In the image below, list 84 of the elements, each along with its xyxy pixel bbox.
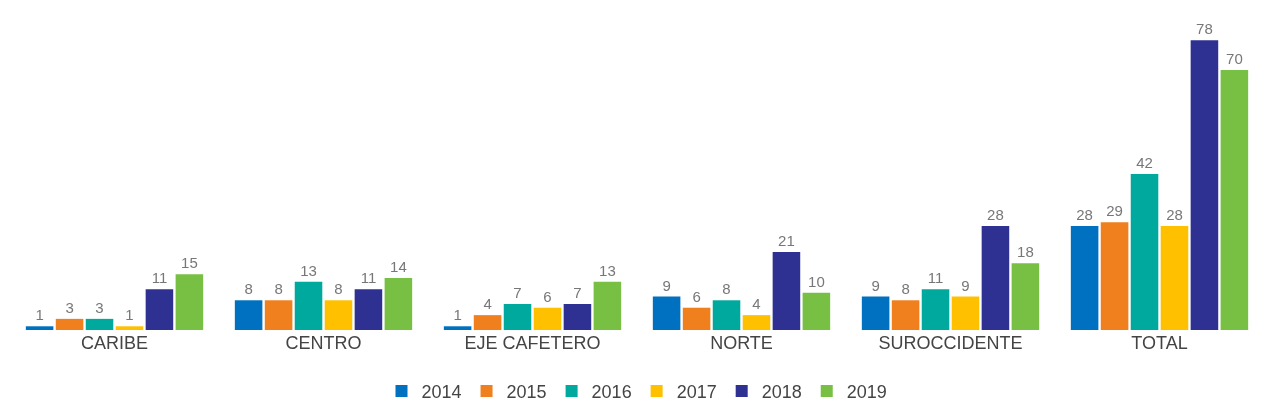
bar xyxy=(891,300,920,330)
data-label: 9 xyxy=(871,276,880,294)
bar xyxy=(981,225,1010,330)
bar xyxy=(145,289,174,330)
data-label: 10 xyxy=(808,272,825,290)
bar xyxy=(354,289,383,330)
bar xyxy=(682,307,711,330)
legend-label: 2016 xyxy=(591,381,632,402)
data-label: 6 xyxy=(692,287,701,305)
data-label: 3 xyxy=(65,298,74,316)
bar xyxy=(234,300,263,330)
bar xyxy=(921,289,950,330)
bar xyxy=(473,315,502,330)
bar xyxy=(264,300,293,330)
bar xyxy=(652,296,681,330)
data-label: 9 xyxy=(961,276,970,294)
bar xyxy=(533,307,562,330)
data-label: 42 xyxy=(1136,153,1153,171)
data-label: 1 xyxy=(35,306,44,324)
bar xyxy=(503,304,532,330)
bar xyxy=(1130,173,1159,330)
x-tick-label: EJE CAFETERO xyxy=(464,333,601,353)
data-label: 28 xyxy=(987,205,1004,223)
data-label: 7 xyxy=(573,284,582,301)
data-label: 11 xyxy=(927,269,944,287)
bar xyxy=(861,296,890,330)
data-label: 21 xyxy=(778,231,795,249)
bar xyxy=(802,292,831,330)
data-label: 28 xyxy=(1076,205,1093,223)
data-label: 13 xyxy=(300,261,317,279)
bar xyxy=(1100,222,1129,330)
legend-label: 2015 xyxy=(506,381,547,402)
bar xyxy=(294,281,323,330)
x-tick-label: CENTRO xyxy=(285,333,362,353)
bar xyxy=(1070,225,1099,330)
data-label: 7 xyxy=(513,284,522,301)
bar xyxy=(85,318,114,330)
data-label: 4 xyxy=(483,295,492,313)
bar xyxy=(563,304,592,330)
x-tick-label: TOTAL xyxy=(1131,333,1188,353)
bar xyxy=(1220,69,1249,330)
bar xyxy=(25,326,54,330)
bar xyxy=(772,251,801,330)
data-label: 8 xyxy=(722,280,731,298)
data-label: 9 xyxy=(662,276,671,294)
bar xyxy=(115,326,144,330)
bar xyxy=(1160,225,1189,330)
data-label: 8 xyxy=(334,280,343,298)
legend-label: 2019 xyxy=(846,381,887,402)
bar xyxy=(593,281,622,330)
data-label: 6 xyxy=(543,287,552,305)
bar xyxy=(324,300,353,330)
legend-label: 2014 xyxy=(421,381,462,402)
data-label: 11 xyxy=(360,269,377,287)
data-label: 18 xyxy=(1017,243,1034,261)
legend-label: 2018 xyxy=(761,381,802,402)
data-label: 15 xyxy=(181,254,198,272)
data-label: 1 xyxy=(125,306,134,324)
data-label: 11 xyxy=(151,269,168,287)
bar xyxy=(1011,263,1040,330)
legend-label: 2017 xyxy=(676,381,717,402)
bar xyxy=(742,315,771,330)
data-label: 1 xyxy=(453,306,462,324)
x-tick-label: SUROCCIDENTE xyxy=(878,333,1023,353)
data-label: 13 xyxy=(599,261,616,279)
bar xyxy=(1190,40,1219,330)
bar xyxy=(175,274,204,330)
data-label: 8 xyxy=(901,280,910,298)
data-label: 4 xyxy=(752,295,761,313)
bar xyxy=(55,318,84,330)
x-tick-label: CARIBE xyxy=(80,333,149,353)
bar xyxy=(951,296,980,330)
bar xyxy=(443,326,472,330)
data-label: 78 xyxy=(1196,20,1213,38)
data-label: 14 xyxy=(390,257,407,275)
x-tick-label: NORTE xyxy=(710,333,773,353)
data-label: 70 xyxy=(1226,49,1243,67)
data-label: 29 xyxy=(1106,202,1123,220)
data-label: 28 xyxy=(1166,205,1183,223)
data-label: 3 xyxy=(95,298,104,316)
bar xyxy=(712,300,741,330)
data-label: 8 xyxy=(274,280,283,298)
data-label: 8 xyxy=(244,280,253,298)
bar xyxy=(384,277,413,330)
